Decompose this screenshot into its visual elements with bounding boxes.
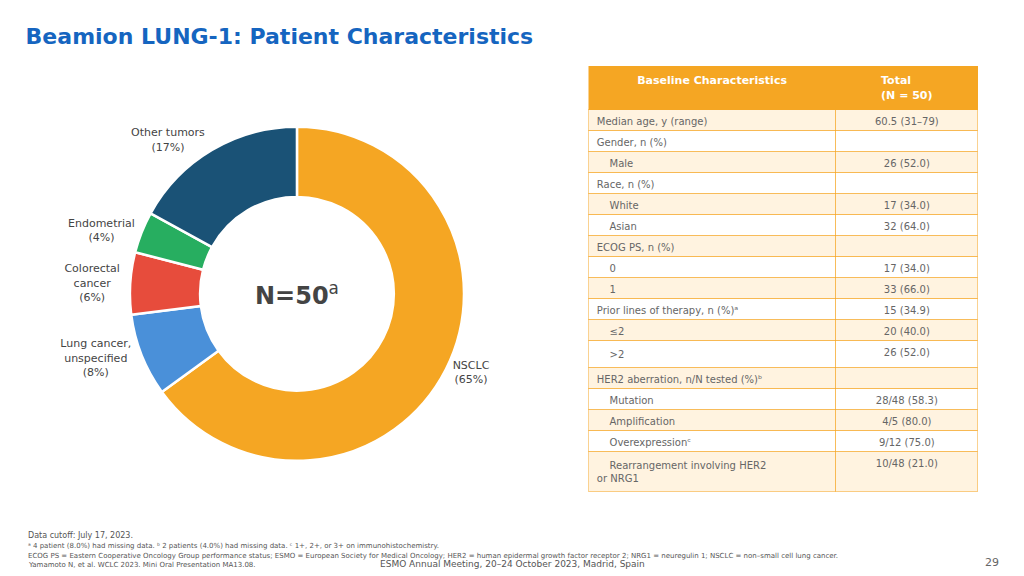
svg-text:9/12 (75.0): 9/12 (75.0) (879, 437, 935, 448)
svg-text:29: 29 (985, 556, 999, 569)
svg-text:ᵃ 4 patient (8.0%) had missing: ᵃ 4 patient (8.0%) had missing data. ᵇ 2… (28, 542, 439, 550)
svg-text:17 (34.0): 17 (34.0) (884, 200, 930, 211)
svg-text:Yamamoto N, et al. WCLC 2023.: Yamamoto N, et al. WCLC 2023. Mini Oral … (28, 561, 256, 569)
svg-text:Data cutoff: July 17, 2023.: Data cutoff: July 17, 2023. (28, 531, 133, 540)
svg-text:10/48 (21.0): 10/48 (21.0) (876, 458, 938, 469)
svg-text:Overexpressionᶜ: Overexpressionᶜ (597, 437, 691, 448)
svg-text:>2: >2 (597, 349, 624, 360)
svg-text:Race, n (%): Race, n (%) (597, 179, 655, 190)
svg-text:Male: Male (597, 158, 633, 169)
svg-text:Amplification: Amplification (597, 416, 675, 427)
svg-text:NSCLC(65%): NSCLC(65%) (453, 359, 490, 386)
svg-text:≤2: ≤2 (597, 326, 624, 337)
svg-text:60.5 (31–79): 60.5 (31–79) (875, 116, 939, 127)
svg-text:33 (66.0): 33 (66.0) (884, 284, 930, 295)
svg-text:0: 0 (597, 263, 616, 274)
svg-text:26 (52.0): 26 (52.0) (884, 158, 930, 169)
svg-text:HER2 aberration, n/N tested (%: HER2 aberration, n/N tested (%)ᵇ (597, 374, 762, 385)
svg-text:4/5 (80.0): 4/5 (80.0) (882, 416, 931, 427)
svg-text:Mutation: Mutation (597, 395, 654, 406)
svg-text:Median age, y (range): Median age, y (range) (597, 116, 708, 127)
svg-text:32 (64.0): 32 (64.0) (884, 221, 930, 232)
svg-text:20 (40.0): 20 (40.0) (884, 326, 930, 337)
svg-text:15 (34.9): 15 (34.9) (884, 305, 930, 316)
svg-text:Total(N = 50): Total(N = 50) (881, 74, 932, 101)
svg-text:ESMO Annual Meeting, 20–24 Oct: ESMO Annual Meeting, 20–24 October 2023,… (380, 559, 645, 569)
svg-text:Colorectalcancer(6%): Colorectalcancer(6%) (64, 262, 119, 304)
svg-text:ECOG PS, n (%): ECOG PS, n (%) (597, 242, 675, 253)
svg-text:N=50​a​: N=50​a​ (255, 278, 339, 310)
svg-text:White: White (597, 200, 639, 211)
svg-text:Endometrial(4%): Endometrial(4%) (68, 217, 135, 244)
svg-text:Rearrangement involving HER2or: Rearrangement involving HER2or NRG1 (597, 460, 766, 484)
svg-text:Baseline Characteristics: Baseline Characteristics (637, 74, 787, 87)
svg-text:Asian: Asian (597, 221, 637, 232)
svg-text:Gender, n (%): Gender, n (%) (597, 137, 667, 148)
svg-text:26 (52.0): 26 (52.0) (884, 347, 930, 358)
svg-text:ECOG PS = Eastern Cooperative: ECOG PS = Eastern Cooperative Oncology G… (28, 552, 838, 560)
svg-text:Beamion LUNG-1: Patient Charac: Beamion LUNG-1: Patient Characteristics (26, 24, 534, 49)
svg-text:28/48 (58.3): 28/48 (58.3) (876, 395, 938, 406)
svg-text:Lung cancer,unspecified(8%): Lung cancer,unspecified(8%) (60, 337, 131, 379)
svg-text:1: 1 (597, 284, 616, 295)
svg-text:Other tumors(17%): Other tumors(17%) (131, 126, 205, 153)
svg-text:17 (34.0): 17 (34.0) (884, 263, 930, 274)
svg-text:Prior lines of therapy, n (%)ᵃ: Prior lines of therapy, n (%)ᵃ (597, 305, 739, 316)
